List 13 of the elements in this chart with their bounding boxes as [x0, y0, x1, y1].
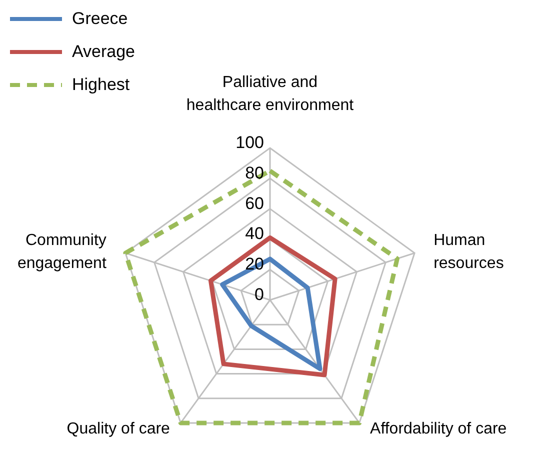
spoke-label: Palliative and healthcare environment — [186, 74, 354, 114]
spoke-label: Human resources — [434, 232, 504, 272]
y-tick-label: 40 — [245, 224, 264, 244]
legend-label: Average — [72, 42, 136, 62]
y-tick-label: 60 — [245, 194, 264, 213]
y-tick-label: 100 — [236, 133, 264, 152]
y-tick-label: 80 — [245, 163, 264, 182]
y-tick-label: 0 — [254, 285, 264, 304]
spoke-label: Community engagement — [17, 232, 107, 272]
legend-label: Greece — [72, 8, 128, 28]
spoke-label: Affordability of care — [370, 420, 507, 438]
spoke-label: Quality of care — [66, 420, 170, 438]
legend-label: Highest — [72, 74, 130, 94]
